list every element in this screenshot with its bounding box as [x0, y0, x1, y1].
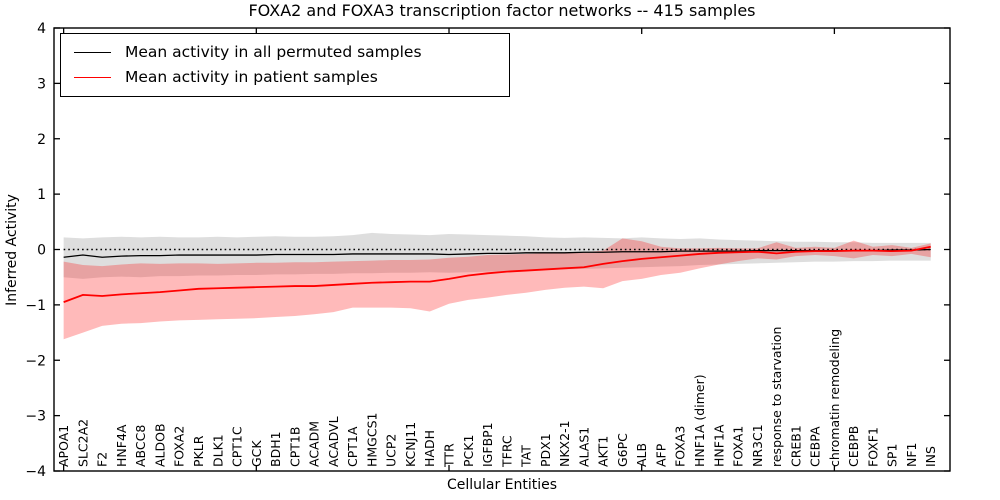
permuted-mean-line — [63, 248, 931, 258]
category-label: IGFBP1 — [480, 422, 495, 467]
category-label: SP1 — [885, 444, 900, 467]
category-label: TTR — [442, 443, 457, 468]
category-label: CEBPB — [846, 426, 861, 467]
y-tick-label: 3 — [37, 76, 46, 92]
y-tick-label: 0 — [37, 243, 46, 259]
category-label: CPT1A — [345, 426, 360, 467]
category-label: HNF4A — [114, 424, 129, 467]
x-axis-label: Cellular Entities — [446, 477, 558, 493]
legend-entry-patient: Mean activity in patient samples — [61, 67, 509, 86]
y-axis-label: Inferred Activity — [4, 194, 20, 306]
category-label: ALAS1 — [576, 427, 591, 467]
permuted-range-band — [63, 232, 931, 279]
category-label: GCK — [249, 440, 264, 467]
category-label: ACADM — [307, 421, 322, 467]
category-label: SLC2A2 — [75, 419, 90, 467]
category-label: F2 — [95, 452, 110, 467]
category-label: FOXA1 — [731, 426, 746, 467]
category-label: DLK1 — [210, 434, 225, 467]
category-label: HNF1A (dimer) — [692, 374, 707, 467]
permuted-line-swatch — [74, 52, 111, 54]
category-label: BDH1 — [268, 431, 283, 467]
category-label: TFRC — [499, 435, 514, 468]
y-tick-label: 4 — [37, 21, 46, 37]
category-label: HADH — [422, 430, 437, 467]
category-label: INS — [923, 446, 938, 467]
category-label: ABCC8 — [133, 425, 148, 467]
category-label: ALB — [634, 443, 649, 467]
chart-title: FOXA2 and FOXA3 transcription factor net… — [248, 1, 756, 20]
y-tick-label: 1 — [37, 187, 46, 203]
y-tick-label: −1 — [25, 298, 46, 314]
category-label: AFP — [653, 443, 668, 467]
category-label: HNF1A — [711, 424, 726, 467]
category-label: ACADVL — [326, 416, 341, 467]
legend: Mean activity in all permuted samples Me… — [60, 33, 510, 97]
category-label: FOXA3 — [673, 426, 688, 467]
category-label: KCNJ11 — [403, 422, 418, 467]
category-label: AKT1 — [596, 436, 611, 467]
category-label: CPT1B — [287, 427, 302, 467]
category-label: UCP2 — [384, 434, 399, 467]
legend-label-patient: Mean activity in patient samples — [125, 67, 378, 86]
category-label: TAT — [519, 445, 534, 468]
category-label: CEBPA — [808, 426, 823, 467]
y-tick-label: −2 — [25, 353, 46, 369]
patient-line-swatch — [74, 76, 111, 78]
category-label: NKX2-1 — [557, 420, 572, 467]
patient-range-band — [63, 238, 931, 340]
y-tick-label: 2 — [37, 132, 46, 148]
category-label: PCK1 — [461, 435, 476, 467]
category-label: chromatin remodeling — [827, 329, 842, 467]
category-label: CREB1 — [788, 425, 803, 467]
category-label: APOA1 — [56, 425, 71, 467]
y-tick-label: −3 — [25, 409, 46, 425]
category-label: CPT1C — [230, 426, 245, 467]
legend-entry-permuted: Mean activity in all permuted samples — [61, 43, 509, 61]
category-label: ALDOB — [152, 423, 167, 467]
category-label: response to starvation — [769, 327, 784, 468]
category-label: FOXA2 — [172, 426, 187, 467]
patient-mean-line — [63, 245, 931, 303]
category-label: HMGCS1 — [364, 413, 379, 468]
legend-label-permuted: Mean activity in all permuted samples — [125, 43, 422, 61]
category-label: G6PC — [615, 433, 630, 467]
category-label: NF1 — [904, 443, 919, 468]
category-label: FOXF1 — [865, 427, 880, 467]
category-label: NR3C1 — [750, 424, 765, 467]
category-label: PKLR — [191, 435, 206, 467]
y-tick-label: −4 — [25, 464, 46, 480]
category-label: PDX1 — [538, 433, 553, 467]
